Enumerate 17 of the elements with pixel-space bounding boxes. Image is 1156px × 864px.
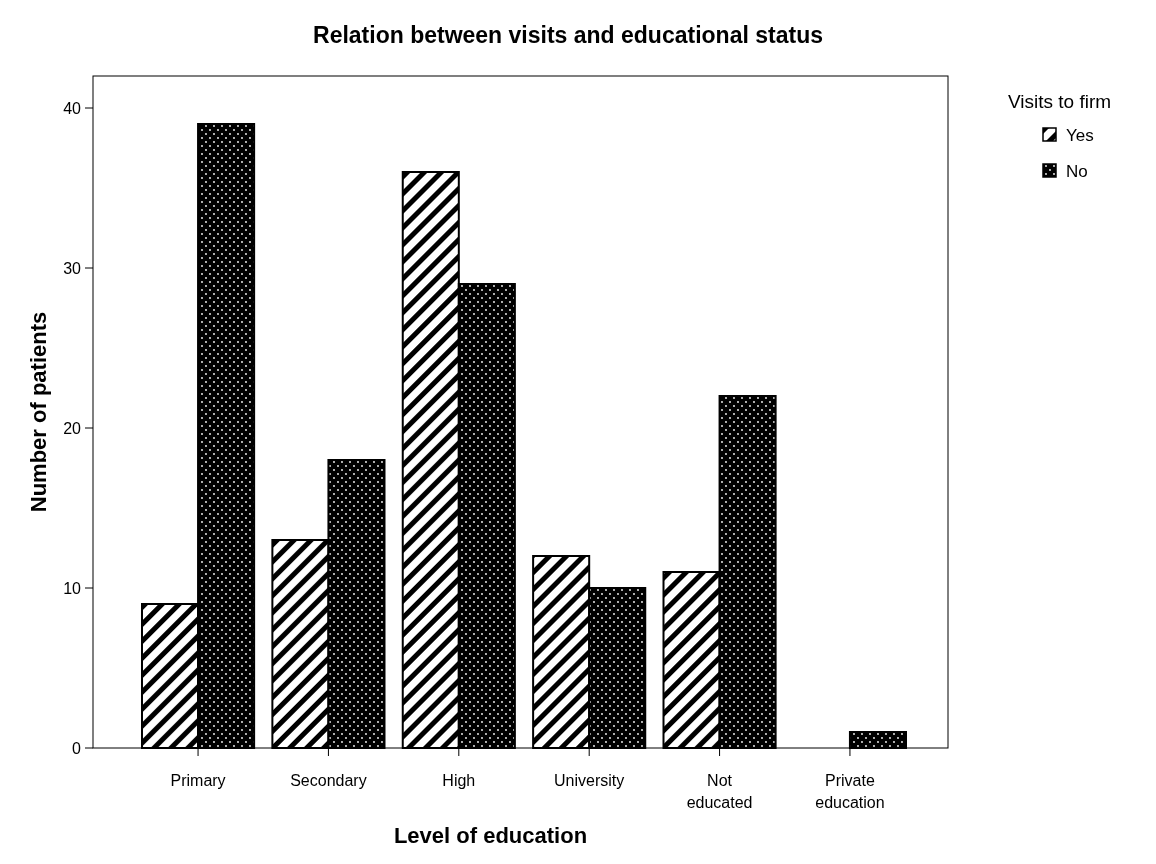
y-tick-label: 10 <box>63 579 82 597</box>
x-tick-label: University <box>554 772 625 789</box>
y-tick-label: 0 <box>72 739 82 757</box>
x-tick-label: High <box>442 772 476 789</box>
legend-label: No <box>1066 161 1088 181</box>
x-axis-title: Level of education <box>393 823 588 848</box>
x-tick-label: Not educated <box>686 772 753 811</box>
legend-title: Visits to firm <box>1008 91 1112 112</box>
y-tick-label: 30 <box>63 259 82 277</box>
y-tick-label: 40 <box>63 99 82 117</box>
x-tick-label: Private education <box>815 772 885 811</box>
x-tick-label: Primary <box>170 772 226 789</box>
legend-label: Yes <box>1066 125 1094 145</box>
chart-title: Relation between visits and educational status <box>313 22 823 48</box>
y-tick-label: 20 <box>63 419 82 437</box>
y-axis-title: Number of patients <box>26 311 51 513</box>
x-tick-label: Secondary <box>290 772 367 789</box>
